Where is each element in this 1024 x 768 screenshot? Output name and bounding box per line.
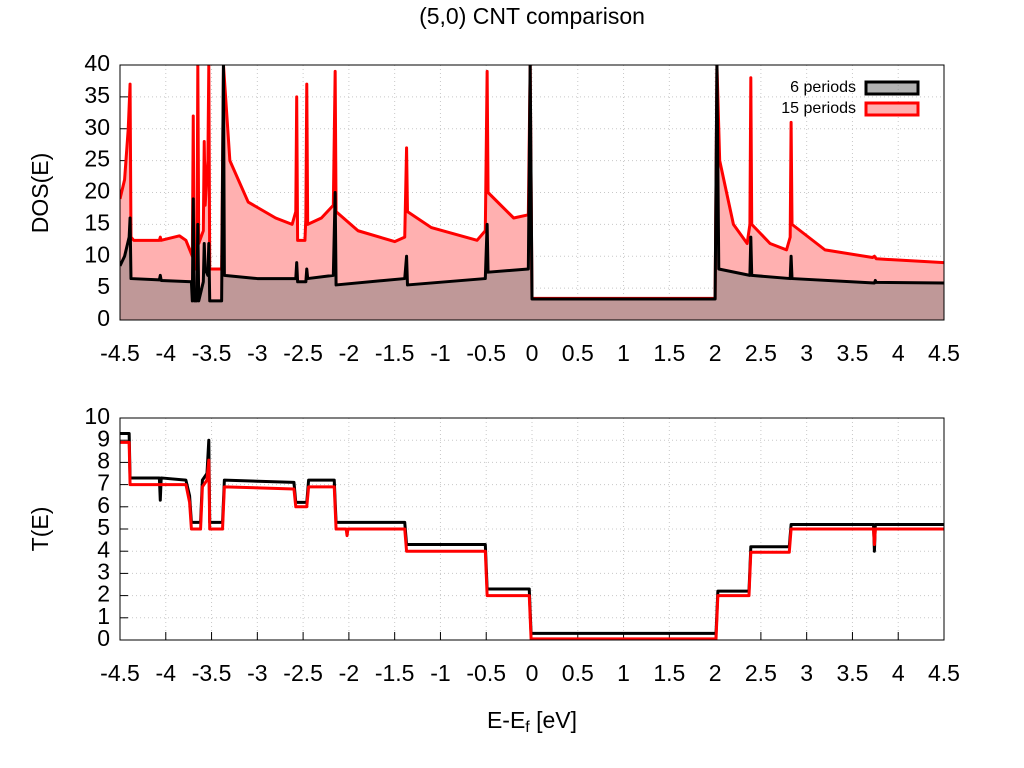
legend-swatch (864, 80, 920, 96)
plot-area (120, 65, 944, 320)
area (120, 65, 944, 320)
x-tick-label: 3 (800, 340, 813, 366)
x-tick-label: 2 (709, 340, 722, 366)
x-tick-label: 1 (617, 660, 630, 686)
y-tick-label: 4 (97, 536, 110, 562)
y-tick-label: 20 (84, 178, 110, 204)
x-tick-label: -4 (156, 340, 177, 366)
line (120, 65, 944, 303)
x-tick-label: 1.5 (653, 340, 685, 366)
x-tick-label: -1 (430, 340, 450, 366)
x-tick-label: 1.5 (653, 660, 685, 686)
y-tick-label: 3 (97, 558, 110, 584)
x-tick-label: -2.5 (283, 660, 323, 686)
y-tick-label: 2 (97, 581, 110, 607)
x-tick-label: 2 (709, 660, 722, 686)
x-tick-label: -3.5 (192, 660, 232, 686)
x-tick-label: -3 (247, 340, 267, 366)
plot-area (120, 432, 944, 640)
y-tick-label: 30 (84, 114, 110, 140)
x-tick-label: 0.5 (562, 340, 594, 366)
x-tick-label: -2 (339, 660, 359, 686)
y-tick-label: 0 (97, 625, 110, 651)
y-tick-label: 9 (97, 425, 110, 451)
y-tick-label: 1 (97, 603, 110, 629)
x-tick-label: 4.5 (928, 660, 960, 686)
x-tick-label: 0 (526, 340, 539, 366)
x-tick-label: -1.5 (375, 340, 415, 366)
x-tick-label: 3 (800, 660, 813, 686)
y-tick-label: 35 (84, 82, 110, 108)
y-axis-label: DOS(E) (27, 153, 53, 234)
x-axis-label-unit: [eV] (530, 707, 577, 733)
y-tick-label: 40 (84, 50, 110, 76)
y-tick-label: 0 (97, 305, 110, 331)
plot-frame (119, 417, 945, 641)
x-tick-label: -4.5 (100, 340, 140, 366)
y-tick-label: 10 (84, 241, 110, 267)
y-tick-label: 8 (97, 447, 110, 473)
x-tick-label: -3 (247, 660, 267, 686)
y-tick-label: 7 (97, 470, 110, 496)
area (120, 65, 944, 320)
legend-label: 15 periods (781, 100, 856, 117)
legend-label: 6 periods (790, 79, 856, 96)
line (120, 432, 944, 635)
x-tick-label: 3.5 (836, 660, 868, 686)
chart-title: (5,0) CNT comparison (419, 3, 645, 29)
x-tick-label: -4.5 (100, 660, 140, 686)
y-tick-label: 5 (97, 514, 110, 540)
x-tick-label: 2.5 (745, 660, 777, 686)
plot-frame (119, 64, 945, 321)
x-tick-label: 0 (526, 660, 539, 686)
x-tick-label: 0.5 (562, 660, 594, 686)
x-axis-label-sub: f (525, 719, 530, 736)
x-tick-label: -0.5 (466, 660, 506, 686)
x-tick-label: 4 (892, 340, 905, 366)
y-tick-label: 6 (97, 492, 110, 518)
x-axis-label: E-Ef [eV] (487, 707, 577, 736)
y-tick-label: 5 (97, 273, 110, 299)
x-tick-label: 4 (892, 660, 905, 686)
y-tick-label: 10 (84, 403, 110, 429)
x-tick-label: -1.5 (375, 660, 415, 686)
y-tick-label: 25 (84, 146, 110, 172)
x-tick-label: 3.5 (836, 340, 868, 366)
x-tick-label: -0.5 (466, 340, 506, 366)
y-axis-label: T(E) (27, 507, 53, 552)
line (120, 65, 944, 300)
x-axis-label-main: E-E (487, 707, 525, 733)
x-tick-label: -4 (156, 660, 177, 686)
x-tick-label: -1 (430, 660, 450, 686)
x-tick-label: 1 (617, 340, 630, 366)
line (120, 440, 944, 640)
x-tick-label: 2.5 (745, 340, 777, 366)
legend-swatch (864, 101, 920, 117)
x-tick-label: -2 (339, 340, 359, 366)
x-tick-label: -2.5 (283, 340, 323, 366)
x-tick-label: -3.5 (192, 340, 232, 366)
x-tick-label: 4.5 (928, 340, 960, 366)
y-tick-label: 15 (84, 209, 110, 235)
